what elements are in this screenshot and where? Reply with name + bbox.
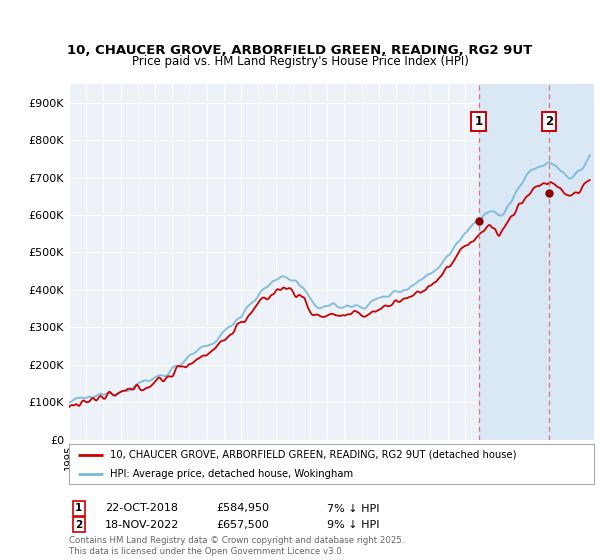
Text: 18-NOV-2022: 18-NOV-2022 [105,520,179,530]
Text: 2: 2 [545,115,553,128]
Text: 9% ↓ HPI: 9% ↓ HPI [327,520,380,530]
Text: 10, CHAUCER GROVE, ARBORFIELD GREEN, READING, RG2 9UT: 10, CHAUCER GROVE, ARBORFIELD GREEN, REA… [67,44,533,57]
Bar [479,84,549,440]
Text: Contains HM Land Registry data © Crown copyright and database right 2025.
This d: Contains HM Land Registry data © Crown c… [69,536,404,556]
Text: 7% ↓ HPI: 7% ↓ HPI [327,503,380,514]
Text: 2: 2 [75,520,82,530]
Text: 22-OCT-2018: 22-OCT-2018 [105,503,178,514]
Text: Price paid vs. HM Land Registry's House Price Index (HPI): Price paid vs. HM Land Registry's House … [131,55,469,68]
Text: HPI: Average price, detached house, Wokingham: HPI: Average price, detached house, Woki… [110,469,353,478]
Text: £657,500: £657,500 [216,520,269,530]
Text: 1: 1 [75,503,82,514]
Bar [549,84,594,440]
Text: £584,950: £584,950 [216,503,269,514]
Text: 1: 1 [475,115,483,128]
Text: 10, CHAUCER GROVE, ARBORFIELD GREEN, READING, RG2 9UT (detached house): 10, CHAUCER GROVE, ARBORFIELD GREEN, REA… [110,450,517,460]
